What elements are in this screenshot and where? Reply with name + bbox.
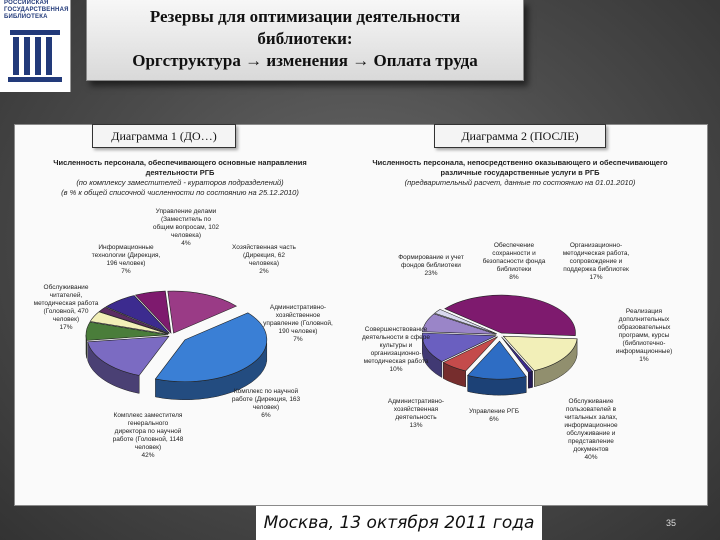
chart-2-label-4: Совершенствование деятельности в сфере к… [360, 326, 432, 374]
chart-1-label-pct-4: 2% [259, 268, 269, 275]
pie-2-slice-side-2 [528, 371, 533, 389]
chart-1-label-pct-3: 4% [181, 240, 191, 247]
chart-2-label-pct-2: 17% [589, 274, 603, 281]
chart-2-label-text-7: Обслуживание пользователей в читальных з… [564, 398, 618, 453]
footer-date: Москва, 13 октября 2011 года [256, 506, 542, 540]
chart-2-label-5: Административно-хозяйственная деятельнос… [380, 398, 452, 430]
chart-1-note: (в % к общей списочной численности по со… [61, 188, 299, 197]
pie-chart-1 [85, 290, 268, 400]
chart-2-label-text-4: Совершенствование деятельности в сфере к… [362, 326, 430, 365]
pie-2-slice-6 [422, 313, 497, 335]
chart-2-label-text-5: Административно-хозяйственная деятельнос… [387, 398, 445, 421]
pie-2-slice-3 [467, 340, 527, 380]
pie-2-slice-5 [421, 332, 497, 362]
chart-2-label-text-6: Управление РГБ [468, 408, 520, 415]
chart-2-label-pct-1: 8% [509, 274, 519, 281]
chart-1-title-text: Численность персонала, обеспечивающего о… [53, 158, 307, 177]
chart-2-title: Численность персонала, непосредственно о… [360, 158, 680, 188]
chart-2-label-pct-3: 1% [639, 356, 649, 363]
chart-2-label-1: Обеспечение сохранности и безопасности ф… [478, 242, 550, 282]
chart-1-label-pct-1: 17% [59, 324, 73, 331]
pie-1-slice-2 [85, 321, 169, 341]
chart-1-subtitle: (по комплексу заместителей - кураторов п… [76, 178, 284, 187]
chart-2-label-3: Реализация дополнительных образовательны… [608, 308, 680, 364]
chart-1-label-pct-0: 42% [141, 452, 155, 459]
chart-2-label-pct-0: 23% [424, 270, 438, 277]
chart-2-label-pct-6: 6% [489, 416, 499, 423]
diagram-1-label: Диаграмма 1 (ДО…) [92, 124, 236, 148]
chart-2-label-pct-5: 13% [409, 422, 423, 429]
pie-1-slice-4 [98, 306, 169, 335]
chart-2-label-2: Организационно-методическая работа, сопр… [560, 242, 632, 282]
chart-2-label-pct-4: 10% [389, 366, 403, 373]
chart-1-label-text-1: Обслуживание читателей, методическая раб… [33, 284, 99, 323]
chart-1-label-5: Административно-хозяйственное управление… [262, 304, 334, 344]
chart-1-label-text-4: Хозяйственная часть (Дирекция, 62 челове… [232, 244, 296, 267]
chart-1-label-pct-2: 7% [121, 268, 131, 275]
chart-2-label-7: Обслуживание пользователей в читальных з… [555, 398, 627, 462]
chart-2-label-text-2: Организационно-методическая работа, сопр… [562, 242, 630, 273]
chart-1-label-pct-6: 6% [261, 412, 271, 419]
chart-2-label-text-3: Реализация дополнительных образовательны… [615, 308, 673, 355]
pie-2-slice-7 [433, 309, 497, 335]
pie-2-slice-4 [442, 336, 498, 372]
chart-1-label-6: Комплекс по научной работе (Дирекция, 16… [230, 388, 302, 420]
chart-2-label-pct-7: 40% [584, 454, 598, 461]
chart-1-label-pct-5: 7% [293, 336, 303, 343]
pie-chart-2 [421, 294, 578, 396]
title-line-1: Резервы для оптимизации деятельности [149, 7, 461, 26]
chart-1-label-3: Управление делами (Заместитель по общим … [150, 208, 222, 248]
title-line-3: Оргструктура → изменения → Оплата труда [132, 51, 478, 70]
chart-2-label-text-1: Обеспечение сохранности и безопасности ф… [482, 242, 546, 273]
pie-2-slice-2 [501, 336, 534, 373]
chart-1-label-text-5: Административно-хозяйственное управление… [263, 304, 333, 335]
chart-1-label-0: Комплекс заместителя генерального директ… [112, 412, 184, 460]
chart-2-label-6: Управление РГБ 6% [458, 408, 530, 424]
chart-1-label-text-2: Информационные технологии (Дирекция, 196… [91, 244, 161, 267]
library-logo: РОССИЙСКАЯ ГОСУДАРСТВЕННАЯ БИБЛИОТЕКА [0, 0, 71, 92]
pie-1-slice-5 [105, 295, 170, 334]
diagram-2-label: Диаграмма 2 (ПОСЛЕ) [434, 124, 606, 148]
logo-text: РОССИЙСКАЯ ГОСУДАРСТВЕННАЯ БИБЛИОТЕКА [4, 0, 69, 20]
slide-title: Резервы для оптимизации деятельности биб… [86, 0, 524, 81]
chart-2-label-0: Формирование и учет фондов библиотеки 23% [395, 254, 467, 278]
pie-2-slice-0 [444, 294, 576, 337]
pie-2-slice-1 [502, 335, 578, 372]
pie-1-slice-0 [154, 312, 268, 382]
pie-1-slice-1 [87, 335, 170, 376]
chart-1-label-1: Обслуживание читателей, методическая раб… [30, 284, 102, 332]
chart-2-label-text-0: Формирование и учет фондов библиотеки [398, 254, 464, 269]
building-icon [8, 30, 62, 82]
pie-1-slice-7 [167, 290, 238, 334]
pie-1-slice-3 [89, 311, 169, 335]
chart-1-label-4: Хозяйственная часть (Дирекция, 62 челове… [228, 244, 300, 276]
chart-2-title-text: Численность персонала, непосредственно о… [372, 158, 668, 177]
chart-1-label-2: Информационные технологии (Дирекция, 196… [90, 244, 162, 276]
page-number: 35 [666, 518, 677, 528]
title-line-2: библиотеки: [257, 29, 353, 48]
chart-1-label-text-0: Комплекс заместителя генерального директ… [112, 412, 184, 451]
chart-2-subtitle: (предварительный расчет, данные по состо… [404, 178, 636, 187]
chart-1-label-text-6: Комплекс по научной работе (Дирекция, 16… [231, 388, 301, 411]
chart-1-label-text-3: Управление делами (Заместитель по общим … [152, 208, 220, 239]
pie-1-slice-6 [134, 290, 172, 334]
chart-1-title: Численность персонала, обеспечивающего о… [40, 158, 320, 198]
